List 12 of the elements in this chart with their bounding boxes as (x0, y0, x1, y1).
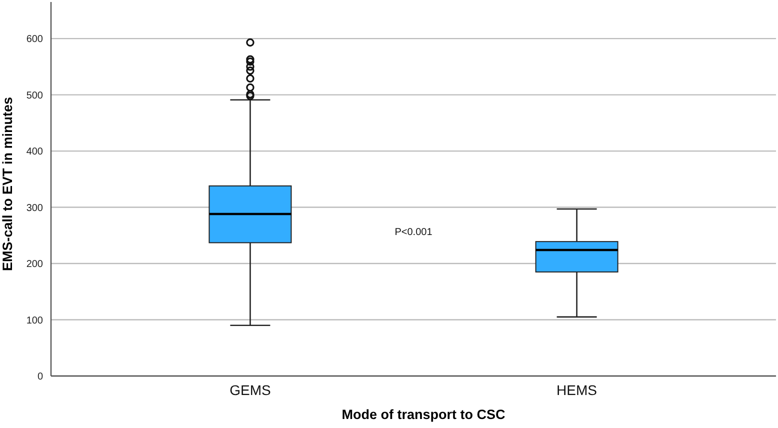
y-tick-label: 400 (26, 146, 44, 158)
y-tick-label: 200 (26, 259, 44, 270)
x-axis-title: Mode of transport to CSC (342, 407, 506, 422)
x-tick-label: HEMS (556, 382, 598, 398)
y-tick-label: 0 (37, 372, 44, 382)
y-tick-label: 300 (26, 202, 44, 214)
y-tick-label: 500 (26, 90, 44, 102)
annotation: P<0.001 (394, 227, 433, 238)
y-tick-label: 100 (26, 315, 44, 326)
y-axis-title: EMS-call to EVT in minutes (0, 96, 15, 272)
y-tick-label: 600 (26, 34, 44, 46)
x-tick-label: GEMS (230, 382, 271, 398)
